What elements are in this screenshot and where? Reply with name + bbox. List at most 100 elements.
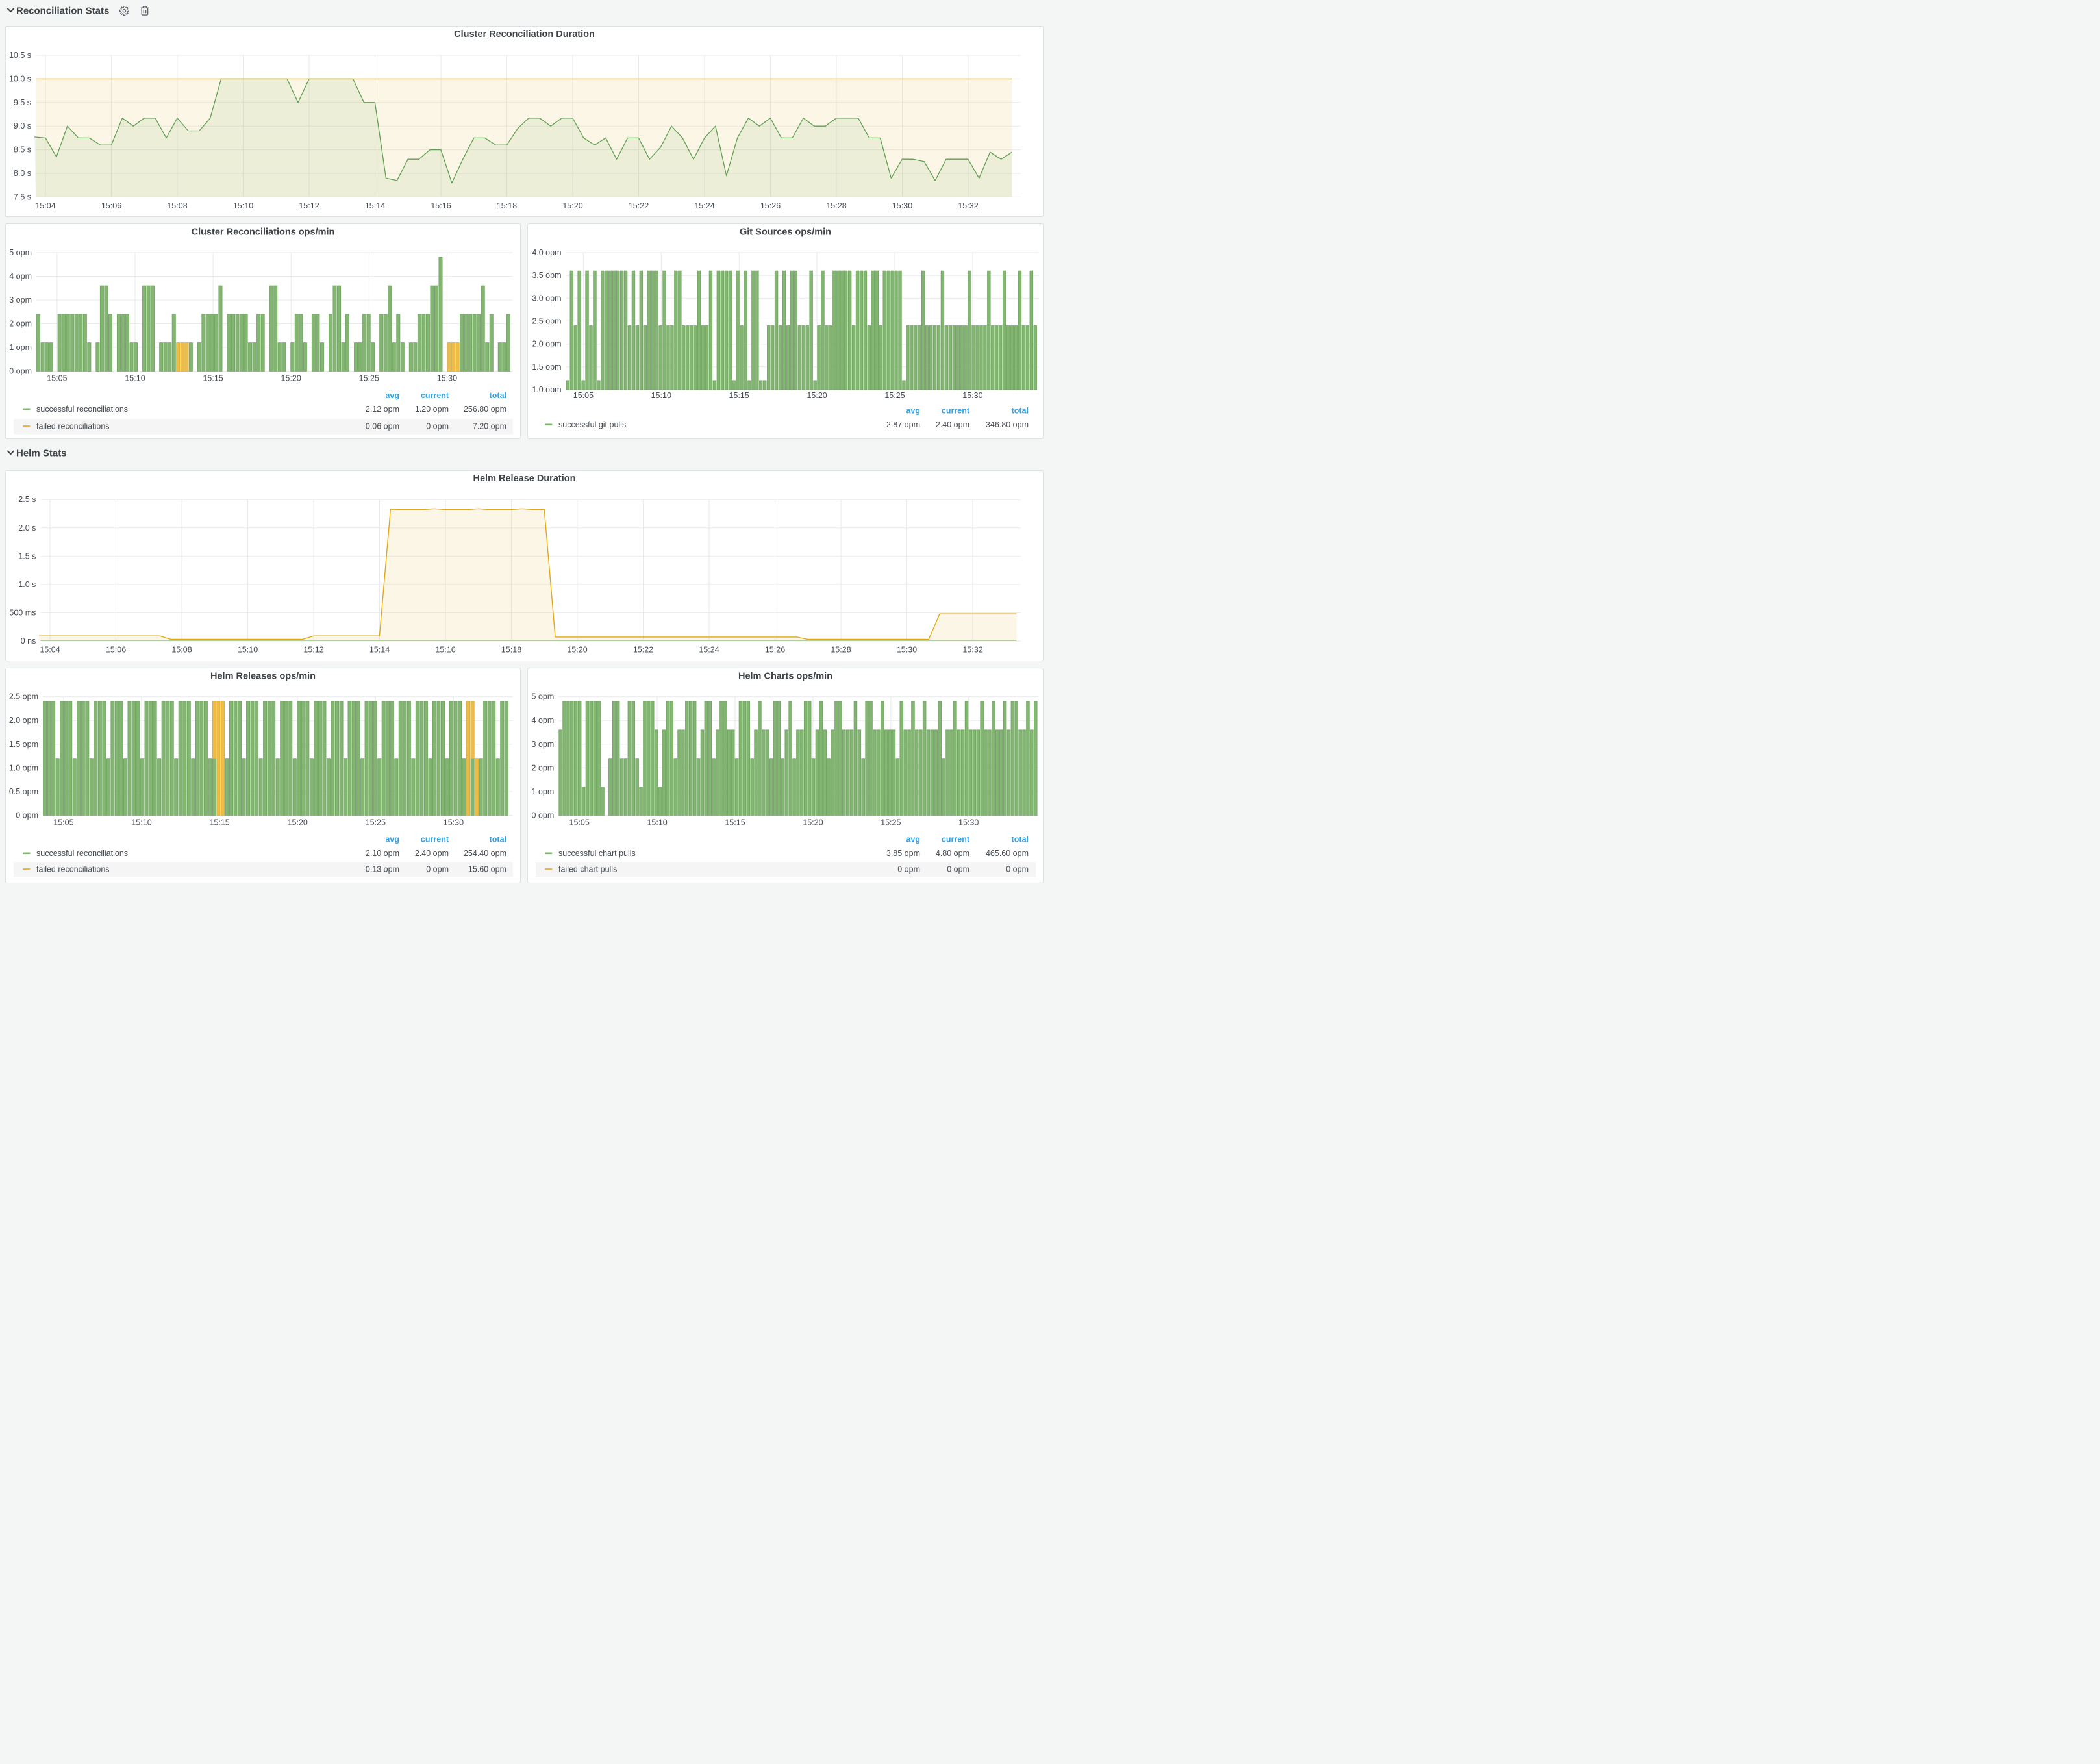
svg-text:15:14: 15:14 — [365, 201, 385, 210]
svg-text:465.60 opm: 465.60 opm — [986, 849, 1029, 858]
svg-text:2.5 opm: 2.5 opm — [532, 317, 561, 326]
svg-text:2.10 opm: 2.10 opm — [366, 849, 399, 858]
svg-text:0 opm: 0 opm — [947, 865, 969, 874]
svg-text:15:32: 15:32 — [958, 201, 978, 210]
svg-text:2 opm: 2 opm — [532, 763, 555, 772]
svg-text:15:06: 15:06 — [101, 201, 121, 210]
svg-text:avg: avg — [906, 407, 920, 416]
svg-text:0.13 opm: 0.13 opm — [366, 865, 399, 874]
svg-text:0 opm: 0 opm — [532, 811, 555, 820]
svg-text:total: total — [490, 391, 506, 400]
svg-text:Git Sources ops/min: Git Sources ops/min — [740, 227, 831, 238]
svg-text:15:30: 15:30 — [892, 201, 912, 210]
svg-text:avg: avg — [906, 835, 920, 844]
svg-text:15:20: 15:20 — [803, 818, 823, 827]
svg-text:15:26: 15:26 — [765, 646, 785, 655]
svg-text:15:15: 15:15 — [729, 391, 749, 400]
svg-text:15:20: 15:20 — [562, 201, 582, 210]
svg-text:3 opm: 3 opm — [9, 296, 32, 305]
svg-text:8.0 s: 8.0 s — [14, 169, 31, 178]
svg-text:10.5 s: 10.5 s — [9, 51, 31, 60]
svg-text:current: current — [942, 407, 970, 416]
svg-text:9.0 s: 9.0 s — [14, 121, 31, 131]
svg-text:15:30: 15:30 — [958, 818, 979, 827]
svg-text:2.87 opm: 2.87 opm — [886, 420, 920, 429]
svg-text:15:05: 15:05 — [53, 818, 73, 827]
svg-text:successful reconciliations: successful reconciliations — [36, 405, 128, 414]
svg-text:254.40 opm: 254.40 opm — [464, 849, 506, 858]
svg-text:1.0 opm: 1.0 opm — [532, 385, 561, 394]
svg-text:total: total — [1012, 407, 1029, 416]
svg-text:0 opm: 0 opm — [897, 865, 920, 874]
svg-text:15:25: 15:25 — [359, 374, 379, 383]
svg-text:1.20 opm: 1.20 opm — [415, 405, 449, 414]
svg-text:successful git pulls: successful git pulls — [558, 420, 626, 429]
svg-text:avg: avg — [385, 835, 399, 844]
svg-text:0 ns: 0 ns — [21, 636, 36, 646]
svg-text:failed reconciliations: failed reconciliations — [36, 422, 110, 431]
svg-text:current: current — [421, 391, 449, 400]
svg-text:1.5 s: 1.5 s — [18, 551, 36, 561]
svg-text:0 opm: 0 opm — [16, 811, 38, 820]
svg-text:2.40 opm: 2.40 opm — [415, 849, 449, 858]
svg-text:15:18: 15:18 — [497, 201, 517, 210]
svg-text:15:24: 15:24 — [699, 646, 719, 655]
svg-text:0 opm: 0 opm — [426, 865, 449, 874]
svg-text:15:28: 15:28 — [826, 201, 846, 210]
svg-text:failed reconciliations: failed reconciliations — [36, 865, 110, 874]
svg-text:4.0 opm: 4.0 opm — [532, 248, 561, 257]
svg-text:15:10: 15:10 — [131, 818, 151, 827]
svg-text:Cluster Reconciliation Duratio: Cluster Reconciliation Duration — [454, 29, 595, 40]
svg-text:3.0 opm: 3.0 opm — [532, 294, 561, 303]
svg-text:15.60 opm: 15.60 opm — [468, 865, 506, 874]
svg-text:Helm Charts ops/min: Helm Charts ops/min — [738, 672, 832, 682]
svg-text:2.40 opm: 2.40 opm — [936, 420, 969, 429]
svg-text:7.20 opm: 7.20 opm — [473, 422, 506, 431]
svg-text:15:22: 15:22 — [629, 201, 649, 210]
svg-text:current: current — [942, 835, 970, 844]
svg-text:3.85 opm: 3.85 opm — [886, 849, 920, 858]
svg-text:15:20: 15:20 — [567, 646, 587, 655]
svg-text:15:20: 15:20 — [281, 374, 301, 383]
svg-text:5 opm: 5 opm — [532, 692, 555, 701]
svg-text:15:10: 15:10 — [233, 201, 253, 210]
svg-text:15:18: 15:18 — [501, 646, 521, 655]
svg-text:0 opm: 0 opm — [1006, 865, 1029, 874]
svg-text:5 opm: 5 opm — [9, 248, 32, 257]
svg-text:0 opm: 0 opm — [426, 422, 449, 431]
svg-text:failed chart pulls: failed chart pulls — [558, 865, 617, 874]
svg-text:15:28: 15:28 — [831, 646, 851, 655]
svg-text:15:10: 15:10 — [651, 391, 671, 400]
svg-text:7.5 s: 7.5 s — [14, 192, 31, 201]
svg-text:2.0 opm: 2.0 opm — [9, 716, 38, 725]
svg-text:3 opm: 3 opm — [532, 740, 555, 749]
svg-text:8.5 s: 8.5 s — [14, 145, 31, 155]
svg-text:15:30: 15:30 — [962, 391, 982, 400]
svg-text:15:25: 15:25 — [881, 818, 901, 827]
svg-text:15:10: 15:10 — [238, 646, 258, 655]
svg-text:Cluster Reconciliations ops/mi: Cluster Reconciliations ops/min — [192, 227, 335, 238]
svg-text:15:30: 15:30 — [437, 374, 457, 383]
svg-text:4.80 opm: 4.80 opm — [936, 849, 969, 858]
svg-text:15:20: 15:20 — [806, 391, 827, 400]
svg-text:15:08: 15:08 — [167, 201, 187, 210]
svg-text:15:30: 15:30 — [444, 818, 464, 827]
svg-text:15:25: 15:25 — [366, 818, 386, 827]
svg-text:15:16: 15:16 — [431, 201, 451, 210]
svg-text:346.80 opm: 346.80 opm — [986, 420, 1029, 429]
svg-text:1 opm: 1 opm — [9, 343, 32, 352]
svg-text:current: current — [421, 835, 449, 844]
svg-text:4 opm: 4 opm — [9, 272, 32, 281]
svg-text:15:22: 15:22 — [633, 646, 653, 655]
svg-text:2 opm: 2 opm — [9, 319, 32, 328]
svg-text:15:20: 15:20 — [288, 818, 308, 827]
svg-text:2.5 opm: 2.5 opm — [9, 692, 38, 701]
svg-text:1.0 opm: 1.0 opm — [9, 763, 38, 772]
svg-text:1 opm: 1 opm — [532, 787, 555, 796]
svg-text:2.5 s: 2.5 s — [18, 495, 36, 504]
svg-text:15:04: 15:04 — [40, 646, 60, 655]
svg-text:15:32: 15:32 — [962, 646, 982, 655]
svg-text:successful reconciliations: successful reconciliations — [36, 849, 128, 858]
svg-text:15:05: 15:05 — [47, 374, 67, 383]
svg-text:2.0 s: 2.0 s — [18, 523, 36, 533]
